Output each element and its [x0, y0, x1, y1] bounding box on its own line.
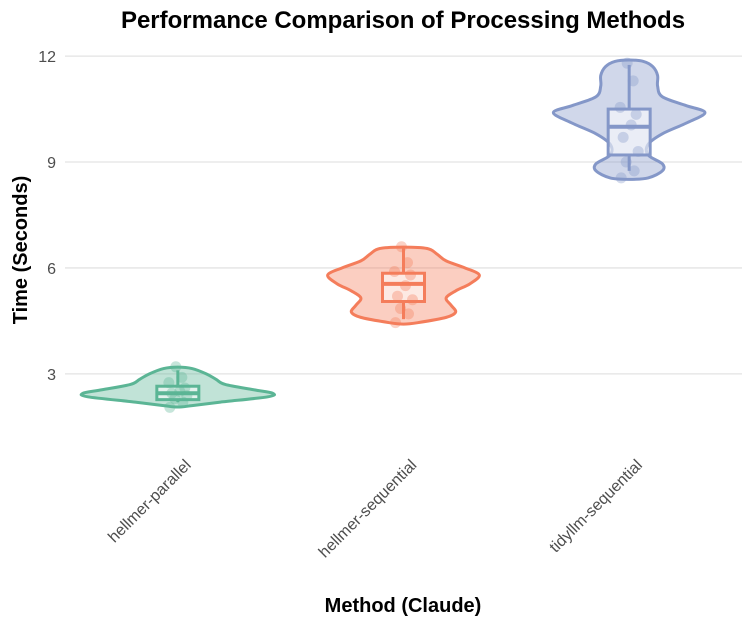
y-tick-label: 12 — [38, 49, 56, 66]
chart-title: Performance Comparison of Processing Met… — [121, 7, 685, 34]
data-point — [614, 101, 626, 113]
data-point — [620, 156, 632, 168]
data-point — [405, 269, 416, 281]
data-point — [181, 390, 193, 402]
data-point — [621, 57, 633, 69]
data-point — [625, 119, 637, 131]
data-point — [632, 145, 644, 157]
data-point — [630, 108, 642, 120]
data-point — [177, 396, 189, 408]
data-point — [407, 294, 418, 306]
data-point — [389, 265, 400, 277]
data-point — [400, 280, 411, 292]
iqr-box — [381, 271, 426, 303]
y-tick-label: 9 — [47, 155, 56, 172]
data-point — [174, 386, 186, 398]
data-point — [390, 317, 401, 329]
x-tick-label: tidyllm-sequential — [547, 457, 646, 556]
data-point — [163, 377, 175, 389]
y-tick-label: 3 — [47, 367, 56, 384]
iqr-box — [606, 107, 652, 157]
data-point — [170, 361, 182, 373]
data-point — [176, 371, 188, 383]
data-point — [627, 75, 639, 87]
data-point — [402, 257, 413, 269]
y-axis-title: Time (Seconds) — [10, 176, 32, 325]
x-axis: hellmer-parallel hellmer-sequential tidyll… — [105, 457, 646, 561]
x-axis-title: Method (Claude) — [325, 595, 482, 617]
x-tick-label: hellmer-sequential — [316, 457, 420, 561]
grid-lines — [65, 55, 742, 375]
y-tick-label: 6 — [47, 261, 56, 278]
data-point — [615, 172, 627, 184]
violin-group-hellmer-parallel — [79, 361, 276, 413]
y-axis: 3 6 9 12 — [38, 49, 56, 384]
data-point — [628, 165, 640, 177]
plot-area — [79, 57, 707, 413]
data-point — [403, 308, 414, 320]
data-point — [395, 303, 406, 315]
x-tick-label: hellmer-parallel — [105, 457, 194, 546]
data-point — [617, 131, 629, 143]
data-point — [169, 393, 181, 405]
data-point — [164, 401, 176, 413]
violin-group-tidyllm-sequential — [551, 57, 707, 184]
violin-group-hellmer-sequential — [326, 241, 481, 329]
data-point — [166, 387, 178, 399]
data-point — [396, 241, 407, 253]
data-point — [392, 290, 403, 302]
data-point — [179, 382, 191, 394]
